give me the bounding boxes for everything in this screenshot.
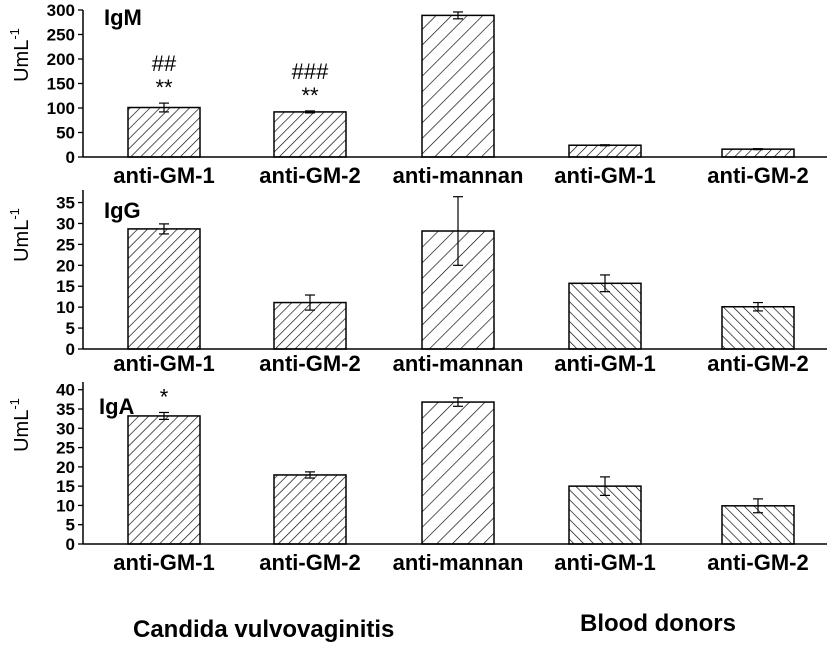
panel-title: IgM <box>104 5 142 30</box>
y-tick-label: 15 <box>56 277 75 296</box>
bar <box>568 282 642 350</box>
bar <box>568 144 642 158</box>
panel-title: IgA <box>99 394 135 419</box>
bar <box>127 228 201 350</box>
bar <box>273 111 347 158</box>
y-tick-label: 25 <box>56 439 75 458</box>
category-label: anti-GM-2 <box>259 351 360 376</box>
y-tick-label: 25 <box>56 235 75 254</box>
y-tick-label: 250 <box>47 26 75 45</box>
y-tick-label: 30 <box>56 419 75 438</box>
panel-igm: 0 50 100 150 200 250 300 UmL-1 IgM anti-GM-1 anti-… <box>7 1 827 188</box>
y-axis-label: UmL-1 <box>7 28 33 82</box>
y-tick-label: 5 <box>66 319 75 338</box>
y-tick-label: 35 <box>56 194 75 213</box>
y-tick-label: 5 <box>66 516 75 535</box>
category-label: anti-GM-1 <box>554 550 655 575</box>
y-tick-label: 35 <box>56 400 75 419</box>
y-tick-label: 20 <box>56 458 75 477</box>
y-tick-label: 100 <box>47 99 75 118</box>
y-tick-label: 0 <box>66 340 75 359</box>
bar <box>127 415 201 545</box>
significance-mark: * <box>160 384 169 409</box>
y-tick-label: 30 <box>56 214 75 233</box>
y-tick-label: 40 <box>56 381 75 400</box>
y-tick-label: 10 <box>56 298 75 317</box>
y-axis-label: UmL-1 <box>7 208 33 262</box>
y-tick-label: 200 <box>47 50 75 69</box>
category-label: anti-GM-1 <box>554 351 655 376</box>
category-label: anti-GM-1 <box>113 163 214 188</box>
significance-mark: ** <box>155 75 173 100</box>
category-label: anti-GM-2 <box>259 550 360 575</box>
y-tick-label: 300 <box>47 1 75 20</box>
y-tick-label: 50 <box>56 124 75 143</box>
bar <box>421 401 495 545</box>
category-label: anti-GM-2 <box>707 351 808 376</box>
group-label-blood-donors: Blood donors <box>580 610 736 637</box>
category-label: anti-GM-1 <box>554 163 655 188</box>
category-label: anti-mannan <box>393 550 524 575</box>
y-tick-label: 0 <box>66 535 75 554</box>
panel-title: IgG <box>104 198 141 223</box>
y-tick-label: 10 <box>56 496 75 515</box>
category-label: anti-GM-1 <box>113 351 214 376</box>
bar <box>421 14 495 158</box>
bar <box>127 106 201 158</box>
category-label: anti-GM-2 <box>707 163 808 188</box>
y-tick-label: 20 <box>56 256 75 275</box>
y-tick-label: 150 <box>47 75 75 94</box>
group-label-candida: Candida vulvovaginitis <box>133 616 395 643</box>
category-label: anti-mannan <box>393 163 524 188</box>
category-label: anti-mannan <box>393 351 524 376</box>
significance-mark: ### <box>292 59 329 84</box>
bar <box>273 474 347 545</box>
category-label: anti-GM-2 <box>707 550 808 575</box>
y-axis-label: UmL-1 <box>7 398 33 452</box>
bar <box>721 305 795 350</box>
significance-mark: ## <box>152 51 177 76</box>
y-tick-label: 15 <box>56 477 75 496</box>
category-label: anti-GM-1 <box>113 550 214 575</box>
bar <box>721 148 795 158</box>
category-label: anti-GM-2 <box>259 163 360 188</box>
significance-mark: ** <box>301 83 319 108</box>
y-tick-label: 0 <box>66 148 75 167</box>
